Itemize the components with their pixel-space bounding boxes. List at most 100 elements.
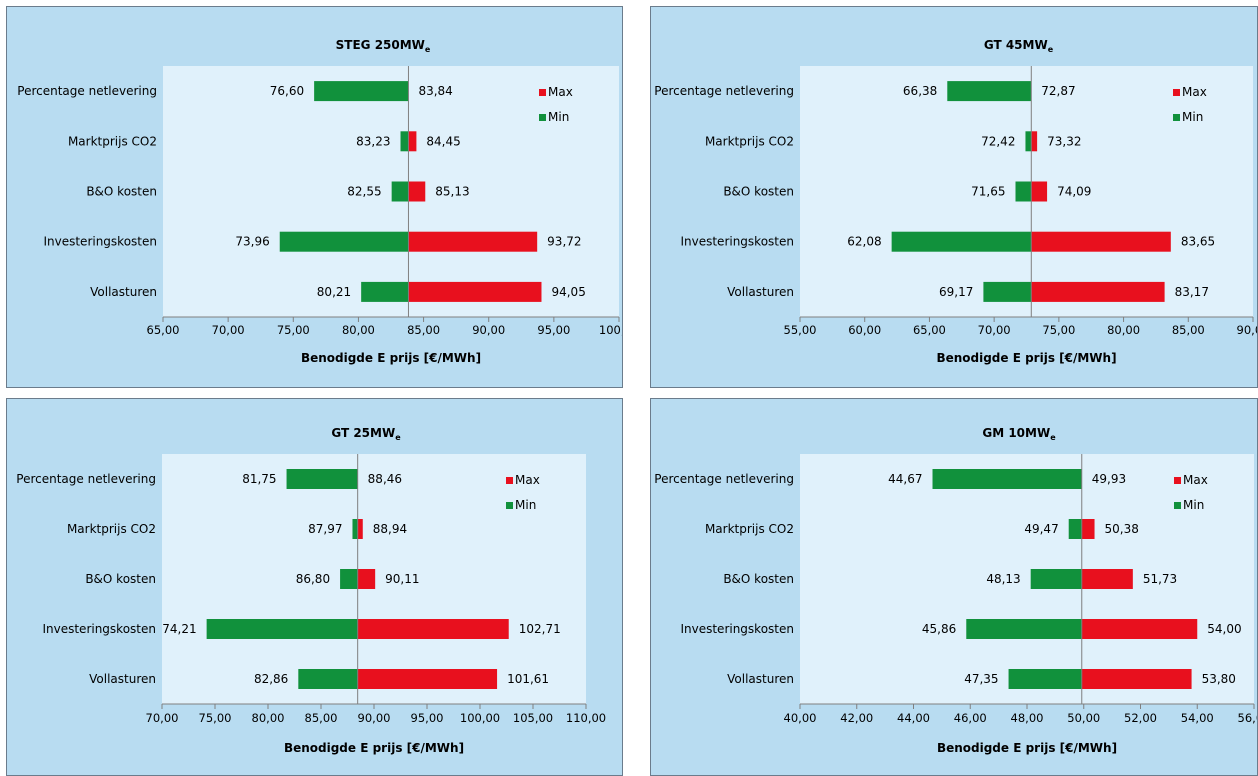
- category-label: Marktprijs CO2: [705, 522, 794, 536]
- data-label-max: 101,61: [507, 672, 549, 686]
- bar-min: [314, 81, 409, 102]
- bar-min: [1008, 669, 1082, 689]
- legend-swatch-min: [1174, 502, 1181, 509]
- bar-max: [1031, 281, 1165, 302]
- category-label: B&O kosten: [723, 572, 794, 586]
- data-label-min: 83,23: [356, 134, 390, 148]
- data-label-min: 62,08: [847, 235, 881, 249]
- bar-max: [408, 181, 426, 202]
- category-label: Investeringskosten: [43, 235, 157, 249]
- x-tick-label: 46,00: [954, 711, 987, 725]
- x-tick-label: 65,00: [913, 323, 946, 337]
- x-tick-label: 75,00: [199, 711, 232, 725]
- legend-label-max: Max: [1182, 85, 1207, 99]
- data-label-min: 66,38: [903, 84, 937, 98]
- data-label-min: 86,80: [296, 572, 330, 586]
- bar-min: [279, 231, 409, 252]
- x-tick-label: 80,00: [342, 323, 375, 337]
- chart-panel-steg-250: STEG 250MWe Percentage netlevering 76,60 83…: [6, 6, 623, 388]
- legend-swatch-min: [539, 114, 546, 121]
- data-label-max: 50,38: [1105, 522, 1139, 536]
- category-label: B&O kosten: [85, 572, 156, 586]
- tornado-chart: STEG 250MWe Percentage netlevering 76,60 83…: [17, 38, 622, 365]
- legend-label-min: Min: [1182, 110, 1203, 124]
- tornado-chart: GT 25MWe Percentage netlevering 81,75 88,46…: [16, 426, 606, 755]
- category-label: Percentage netlevering: [654, 472, 794, 486]
- category-label: Vollasturen: [727, 285, 794, 299]
- chart-title: GT 25MWe: [331, 426, 401, 442]
- data-label-min: 82,86: [254, 672, 288, 686]
- x-tick-label: 75,00: [1042, 323, 1075, 337]
- data-label-min: 72,42: [981, 134, 1015, 148]
- legend-label-min: Min: [1183, 498, 1204, 512]
- bar-min: [206, 619, 358, 639]
- legend-label-max: Max: [548, 85, 573, 99]
- bar-max: [1031, 231, 1171, 252]
- x-tick-label: 90,00: [1237, 323, 1257, 337]
- x-tick-label: 80,00: [1107, 323, 1140, 337]
- x-tick-label: 55,00: [784, 323, 817, 337]
- x-tick-label: 52,00: [1124, 711, 1157, 725]
- data-label-max: 85,13: [435, 185, 469, 199]
- x-tick-label: 56,00: [1238, 711, 1257, 725]
- x-tick-label: 50,00: [1067, 711, 1100, 725]
- category-label: Vollasturen: [89, 672, 156, 686]
- tornado-chart: GT 45MWe Percentage netlevering 66,38 72,87…: [654, 38, 1257, 365]
- legend-label-max: Max: [515, 473, 540, 487]
- data-label-min: 82,55: [347, 185, 381, 199]
- bar-max: [1081, 569, 1133, 589]
- data-label-max: 83,84: [418, 84, 452, 98]
- data-label-min: 73,96: [235, 235, 269, 249]
- x-tick-label: 110,00: [566, 711, 606, 725]
- data-label-max: 72,87: [1041, 84, 1075, 98]
- chart-title: STEG 250MWe: [336, 38, 431, 54]
- bar-min: [298, 669, 358, 689]
- category-label: B&O kosten: [723, 185, 794, 199]
- chart-panel-gt-45: GT 45MWe Percentage netlevering 66,38 72,87…: [650, 6, 1258, 388]
- bar-max: [1081, 669, 1192, 689]
- x-tick-label: 65,00: [147, 323, 180, 337]
- x-tick-label: 100,00: [599, 323, 622, 337]
- x-tick-label: 85,00: [407, 323, 440, 337]
- chart-panel-gm-10: GM 10MWe Percentage netlevering 44,67 49,93…: [650, 398, 1258, 776]
- data-label-min: 80,21: [317, 285, 351, 299]
- category-label: Vollasturen: [90, 285, 157, 299]
- bar-min: [947, 81, 1032, 102]
- x-tick-label: 75,00: [277, 323, 310, 337]
- bar-max: [1031, 181, 1048, 202]
- data-label-max: 102,71: [519, 622, 561, 636]
- category-label: Marktprijs CO2: [705, 134, 794, 148]
- plot-area: [800, 454, 1254, 704]
- data-label-min: 44,67: [888, 472, 922, 486]
- x-tick-label: 70,00: [146, 711, 179, 725]
- legend-swatch-max: [539, 89, 546, 96]
- x-tick-label: 48,00: [1011, 711, 1044, 725]
- data-label-max: 84,45: [426, 134, 460, 148]
- data-label-min: 45,86: [922, 622, 956, 636]
- plot-area: [163, 66, 619, 317]
- category-label: Vollasturen: [727, 672, 794, 686]
- data-label-max: 83,65: [1181, 235, 1215, 249]
- legend-swatch-min: [506, 502, 513, 509]
- category-label: Investeringskosten: [680, 622, 794, 636]
- bar-max: [408, 231, 538, 252]
- bar-max: [1081, 519, 1095, 539]
- legend-label-min: Min: [548, 110, 569, 124]
- bar-min: [1015, 181, 1032, 202]
- tornado-chart: GM 10MWe Percentage netlevering 44,67 49,93…: [654, 426, 1257, 755]
- category-label: Percentage netlevering: [16, 472, 156, 486]
- x-tick-label: 44,00: [897, 711, 930, 725]
- data-label-min: 69,17: [939, 285, 973, 299]
- bar-min: [1068, 519, 1082, 539]
- data-label-min: 76,60: [270, 84, 304, 98]
- bar-max: [357, 619, 509, 639]
- legend-label-min: Min: [515, 498, 536, 512]
- bar-min: [1030, 569, 1082, 589]
- x-tick-label: 40,00: [784, 711, 817, 725]
- data-label-min: 81,75: [242, 472, 276, 486]
- legend-swatch-min: [1173, 114, 1180, 121]
- category-label: Percentage netlevering: [17, 84, 157, 98]
- x-axis-label: Benodigde E prijs [€/MWh]: [301, 351, 481, 365]
- data-label-max: 90,11: [385, 572, 419, 586]
- x-tick-label: 42,00: [840, 711, 873, 725]
